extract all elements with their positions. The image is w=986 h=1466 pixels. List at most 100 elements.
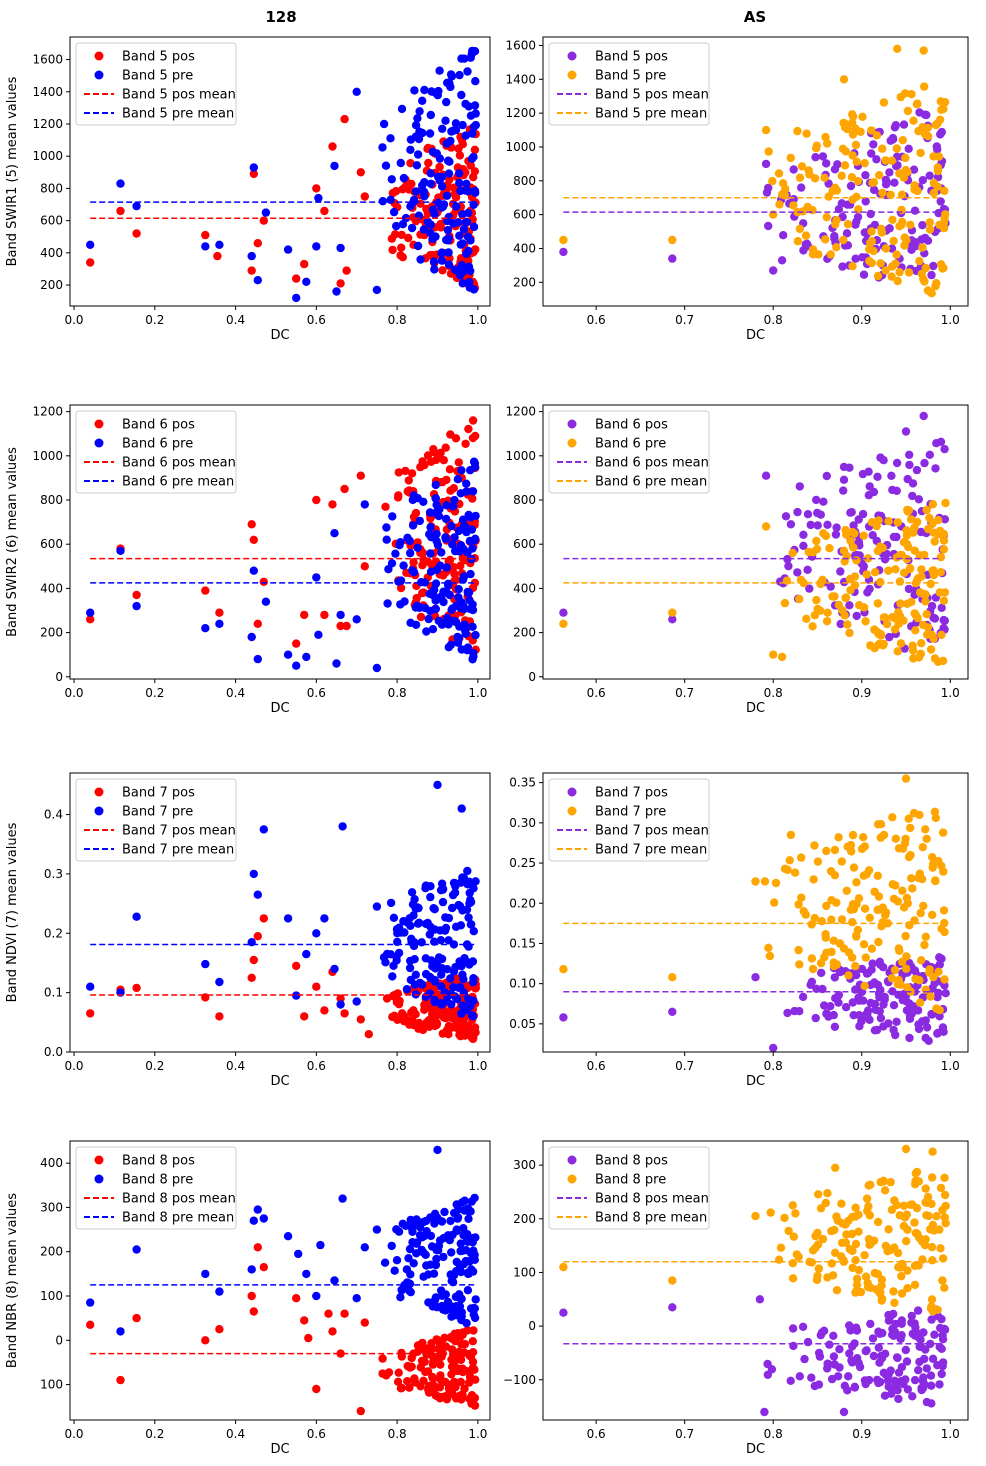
scatter-point xyxy=(312,982,321,991)
scatter-point xyxy=(249,869,258,879)
scatter-point xyxy=(668,235,677,245)
y-tick-label: 1400 xyxy=(505,72,536,86)
x-tick-label: 0.0 xyxy=(64,313,83,327)
scatter-point xyxy=(836,619,845,629)
scatter-point xyxy=(405,1286,414,1296)
scatter-point xyxy=(920,940,929,950)
scatter-point xyxy=(395,996,404,1006)
scatter-point xyxy=(910,1319,919,1328)
scatter-point xyxy=(283,914,293,923)
scatter-point xyxy=(261,208,271,217)
scatter-point xyxy=(913,1306,923,1315)
scatter-point xyxy=(907,90,916,99)
scatter-point xyxy=(389,207,399,217)
scatter-point xyxy=(469,457,479,466)
scatter-point xyxy=(839,1256,848,1265)
y-tick-label: 0.3 xyxy=(44,867,63,881)
scatter-point xyxy=(456,1295,466,1304)
scatter-point xyxy=(858,469,868,479)
scatter-point xyxy=(911,626,920,635)
scatter-point xyxy=(837,857,846,866)
scatter-point xyxy=(452,1225,461,1234)
scatter-point xyxy=(456,1377,465,1387)
scatter-point xyxy=(938,656,948,666)
scatter-point xyxy=(378,1369,387,1378)
scatter-point xyxy=(904,814,913,823)
scatter-point xyxy=(378,1354,387,1363)
scatter-point xyxy=(336,621,345,631)
scatter-point xyxy=(429,591,438,600)
scatter-point xyxy=(302,277,311,286)
scatter-point xyxy=(435,1236,445,1245)
scatter-point xyxy=(920,110,930,119)
legend-frame xyxy=(75,778,237,862)
scatter-point xyxy=(929,613,938,622)
scatter-point xyxy=(438,266,447,275)
scatter-point xyxy=(432,1335,441,1344)
y-tick-label: 800 xyxy=(513,493,536,507)
scatter-point xyxy=(458,120,467,130)
scatter-point xyxy=(751,877,760,886)
scatter-point xyxy=(925,968,934,977)
scatter-point xyxy=(890,1298,899,1308)
scatter-point xyxy=(559,1262,568,1272)
x-tick-label: 0.0 xyxy=(64,686,83,700)
scatter-point xyxy=(406,159,415,168)
scatter-point xyxy=(456,983,465,992)
scatter-point xyxy=(259,914,268,923)
scatter-point xyxy=(888,613,897,622)
scatter-point xyxy=(870,220,880,230)
scatter-point xyxy=(848,900,858,909)
scatter-point xyxy=(794,1252,803,1262)
legend-label: Band 7 pos mean xyxy=(122,824,236,839)
scatter-point xyxy=(830,1022,840,1031)
scatter-point xyxy=(936,568,945,577)
scatter-point xyxy=(797,183,806,192)
scatter-point xyxy=(449,502,458,511)
scatter-point xyxy=(312,1384,321,1394)
scatter-point xyxy=(854,515,863,524)
scatter-point xyxy=(907,1311,916,1321)
scatter-point xyxy=(933,145,942,154)
scatter-point xyxy=(443,225,453,235)
scatter-point xyxy=(902,893,912,903)
series-band-8-pre xyxy=(559,1144,950,1316)
column-title-as: AS xyxy=(744,8,766,26)
scatter-point xyxy=(466,604,475,614)
scatter-point xyxy=(922,1397,932,1407)
scatter-point xyxy=(894,975,903,985)
scatter-point xyxy=(328,142,337,151)
legend-marker xyxy=(567,419,577,429)
scatter-point xyxy=(884,517,893,526)
legend-label: Band 5 pos xyxy=(122,50,195,65)
scatter-point xyxy=(789,1232,798,1241)
scatter-point xyxy=(433,780,442,790)
scatter-point xyxy=(830,165,840,174)
legend: Band 7 pos Band 7 pre Band 7 pos mean Band … xyxy=(548,778,710,862)
scatter-point xyxy=(453,632,462,642)
legend: Band 8 pos Band 8 pre Band 8 pos mean Band … xyxy=(75,1146,237,1230)
scatter-point xyxy=(292,961,301,971)
scatter-point xyxy=(116,1327,125,1336)
scatter-point xyxy=(941,1219,950,1228)
scatter-point xyxy=(839,1407,849,1417)
scatter-point xyxy=(892,144,901,153)
scatter-point xyxy=(457,466,466,475)
scatter-point xyxy=(899,1201,909,1211)
scatter-point xyxy=(456,921,466,930)
scatter-point xyxy=(832,898,841,907)
scatter-point xyxy=(438,1291,447,1301)
scatter-point xyxy=(831,1248,840,1258)
scatter-point xyxy=(409,1006,418,1015)
scatter-point xyxy=(816,1204,826,1213)
scatter-point xyxy=(249,169,258,179)
scatter-point xyxy=(808,205,817,215)
x-axis-label: DC xyxy=(746,328,765,343)
scatter-point xyxy=(855,1021,864,1031)
scatter-point xyxy=(312,184,321,193)
scatter-point xyxy=(389,961,398,970)
scatter-point xyxy=(812,1275,822,1285)
scatter-point xyxy=(858,112,867,122)
scatter-point xyxy=(406,548,415,558)
scatter-point xyxy=(888,813,897,822)
